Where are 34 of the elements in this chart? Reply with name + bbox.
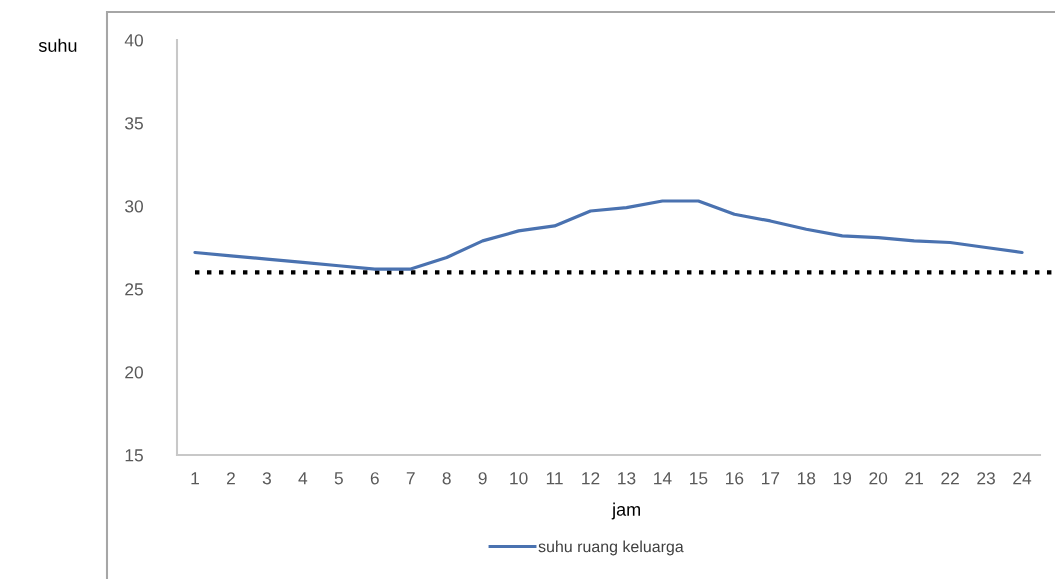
- legend-label: suhu ruang keluarga: [538, 540, 684, 556]
- line-series: [193, 199, 1024, 271]
- y-tick-label: 30: [125, 200, 143, 213]
- x-tick-label: 9: [478, 472, 487, 485]
- x-tick-label: 3: [262, 472, 271, 485]
- x-tick-label: 21: [905, 472, 923, 485]
- y-tick-label: 40: [124, 34, 143, 47]
- x-tick-label: 22: [941, 472, 959, 485]
- x-tick-label: 17: [761, 472, 780, 485]
- y-tick-label: 15: [125, 449, 143, 462]
- x-axis-title: jam: [611, 502, 640, 520]
- y-axis-title: suhu: [38, 38, 77, 52]
- y-tick-label: 35: [125, 117, 143, 130]
- x-tick-label: 5: [334, 472, 343, 485]
- x-tick-label: 8: [442, 472, 451, 485]
- x-tick-label: 24: [1013, 472, 1032, 485]
- x-tick-label: 23: [977, 472, 995, 485]
- x-tick-label: 14: [654, 472, 672, 485]
- x-tick-label: 7: [406, 472, 415, 485]
- x-tick-label: 10: [510, 472, 528, 485]
- x-tick-label: 16: [726, 472, 744, 485]
- x-tick-label: 11: [546, 472, 563, 485]
- x-tick-label: 1: [191, 472, 199, 485]
- x-tick-label: 13: [618, 472, 636, 485]
- x-tick-label: 2: [226, 472, 235, 485]
- x-tick-label: 6: [370, 472, 379, 485]
- y-tick-label: 25: [125, 283, 143, 296]
- x-tick-label: 18: [797, 472, 816, 485]
- x-tick-label: 19: [833, 472, 852, 485]
- x-tick-label: 4: [298, 472, 308, 485]
- y-tick-label: 20: [125, 366, 143, 379]
- x-tick-label: 15: [690, 472, 708, 485]
- x-tick-label: 12: [582, 472, 600, 485]
- x-tick-label: 20: [869, 472, 888, 485]
